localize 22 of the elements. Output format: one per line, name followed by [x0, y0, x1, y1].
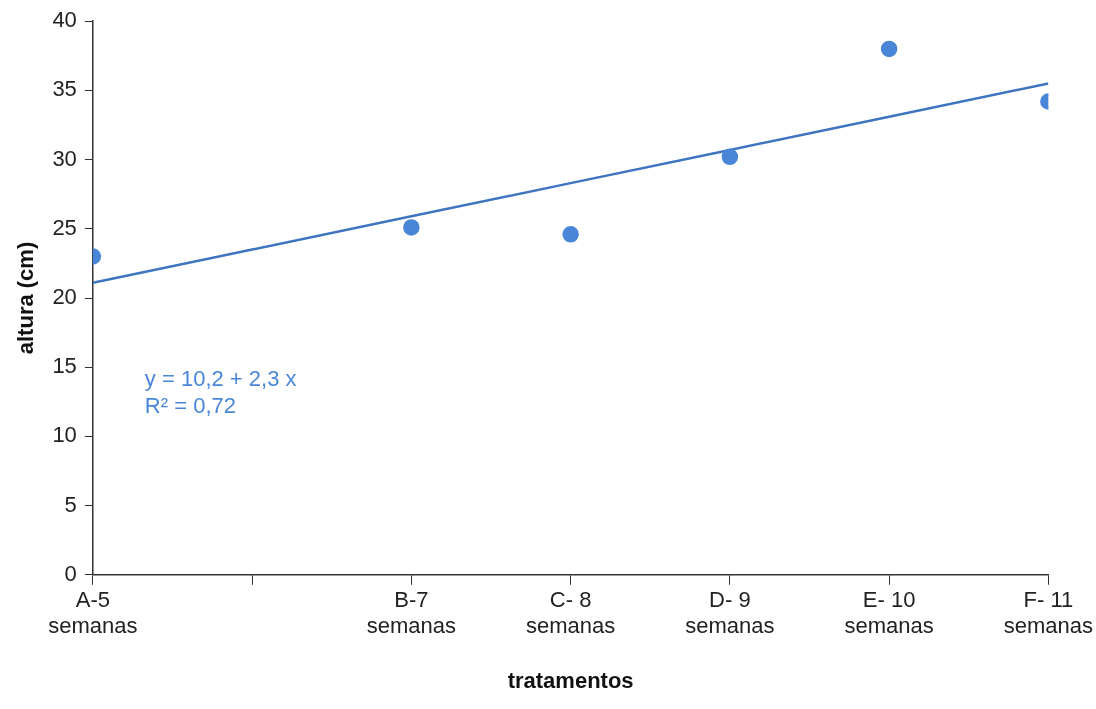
x-tick-label: B-7 semanas	[366, 587, 457, 639]
y-axis-title: altura (cm)	[13, 241, 39, 355]
x-tick-label: D- 9 semanas	[685, 587, 775, 639]
x-tick-label: A-5 semanas	[48, 587, 138, 639]
x-axis-title: tratamentos	[507, 667, 634, 693]
y-tick-label: 5	[64, 491, 77, 517]
y-tick-label: 0	[64, 560, 77, 586]
point	[721, 148, 739, 166]
y-tick-label: 35	[52, 76, 77, 102]
x-tick-label: E- 10 semanas	[844, 587, 934, 639]
annotation: R² = 0,72	[144, 393, 236, 419]
y-tick-label: 15	[52, 353, 77, 379]
y-tick-label: 20	[52, 284, 77, 310]
y-tick-label: 40	[52, 7, 77, 33]
y-tick-label: 10	[52, 422, 77, 448]
y-tick-label: 30	[52, 145, 77, 171]
point	[403, 219, 420, 236]
point	[562, 226, 579, 243]
annotation: y = 10,2 + 2,3 x	[144, 366, 297, 392]
x-tick-label: F- 11 semanas	[1003, 587, 1094, 639]
y-tick-label: 25	[52, 214, 77, 240]
x-tick-label: C- 8 semanas	[525, 587, 616, 639]
